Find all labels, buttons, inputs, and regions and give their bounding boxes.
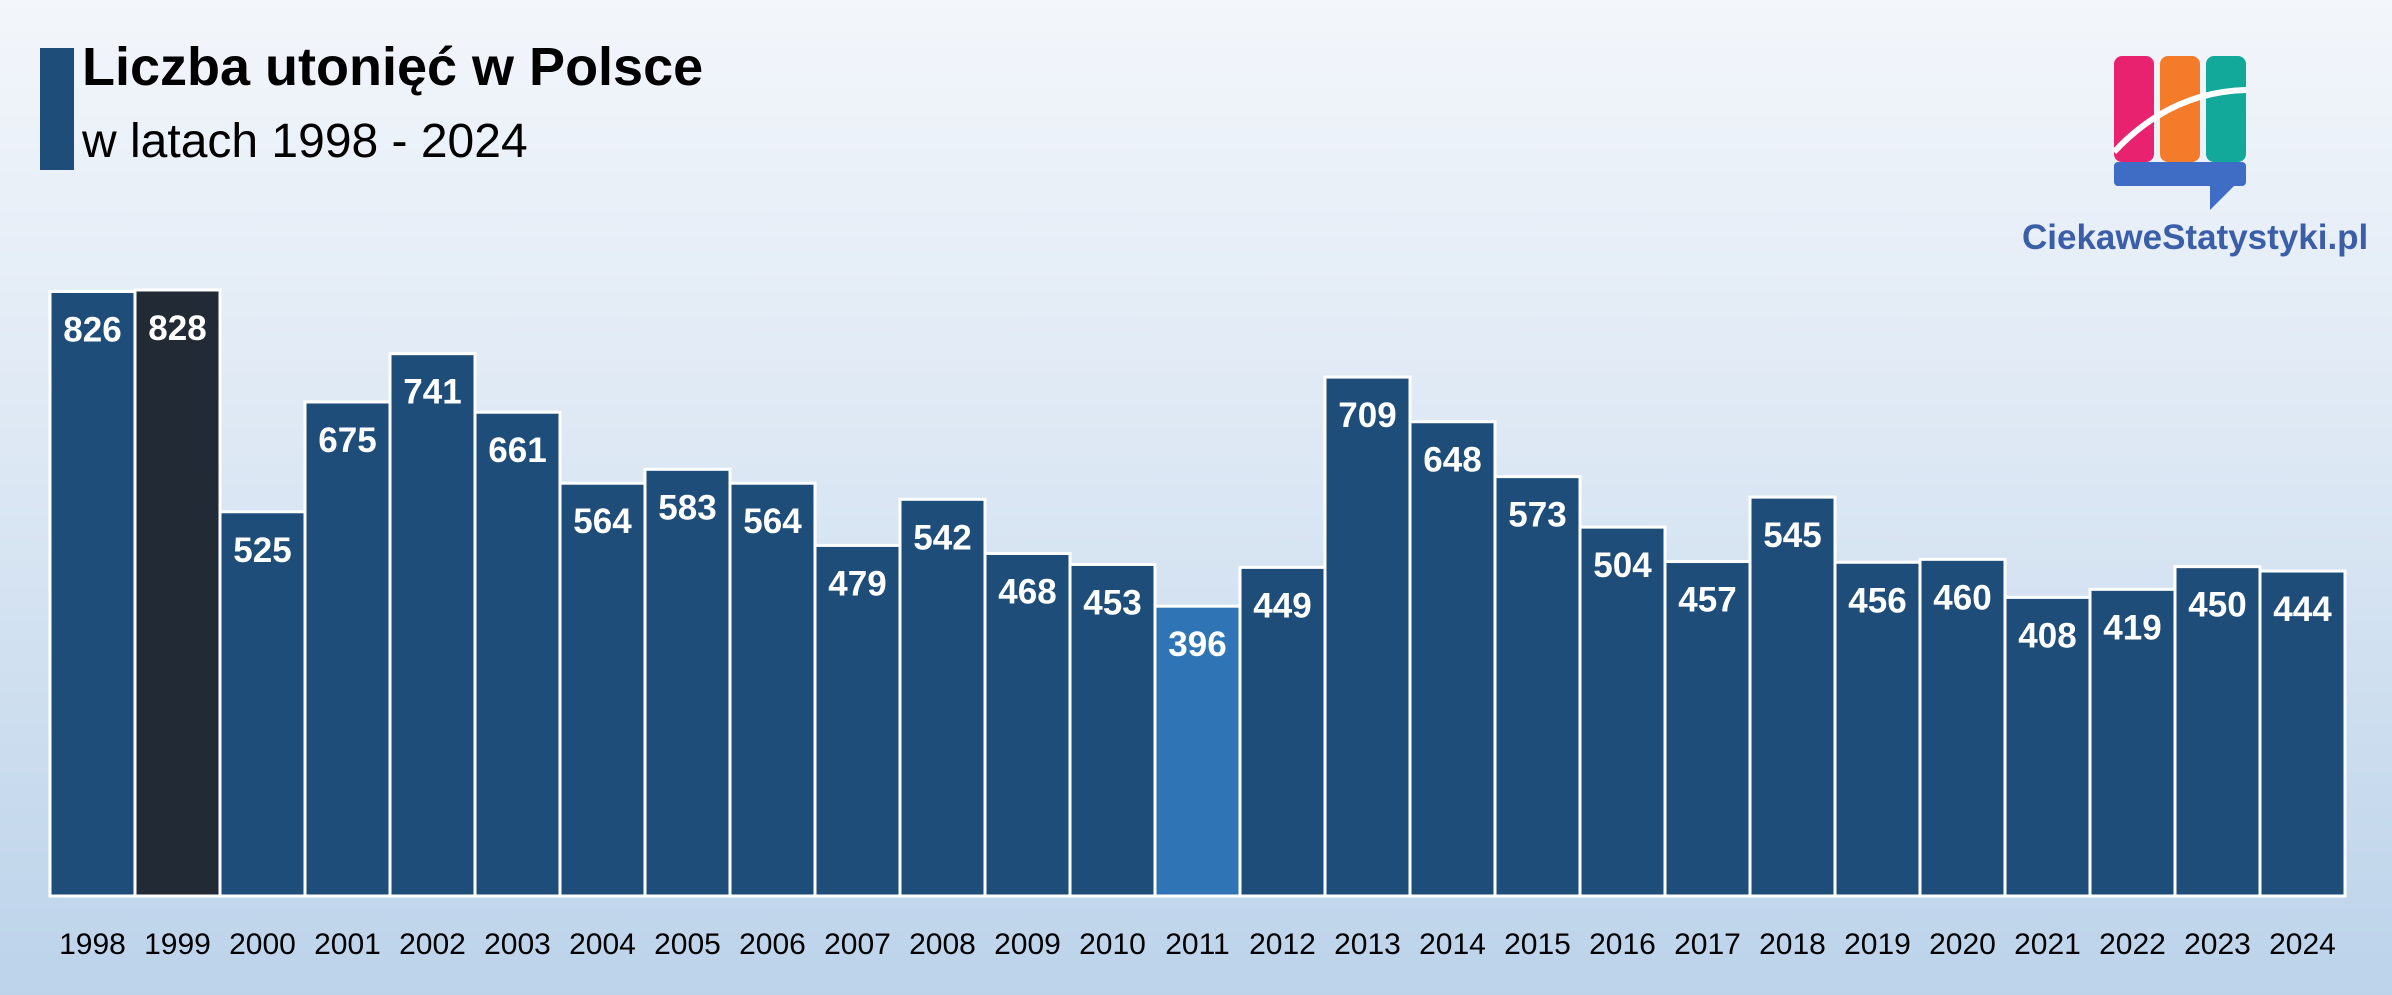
bar-2011 — [1153, 604, 1242, 898]
x-tick-2008: 2008 — [909, 928, 976, 961]
data-label-2011: 396 — [1168, 625, 1226, 664]
data-label-2003: 661 — [488, 431, 546, 470]
x-tick-2020: 2020 — [1929, 928, 1996, 961]
chart-title: Liczba utonięć w Polsce — [82, 37, 704, 97]
bar-2015 — [1493, 475, 1582, 898]
data-label-2009: 468 — [998, 572, 1056, 611]
data-label-2012: 449 — [1253, 586, 1311, 625]
data-label-2022: 419 — [2103, 608, 2161, 647]
x-tick-2009: 2009 — [994, 928, 1061, 961]
x-tick-2004: 2004 — [569, 928, 636, 961]
data-label-2023: 450 — [2188, 586, 2246, 625]
data-label-2005: 583 — [658, 488, 716, 527]
x-tick-2021: 2021 — [2014, 928, 2081, 961]
bar-1999 — [133, 288, 222, 898]
data-label-2001: 675 — [318, 421, 376, 460]
x-tick-2011: 2011 — [1165, 928, 1230, 961]
x-tick-2005: 2005 — [654, 928, 721, 961]
x-tick-2016: 2016 — [1589, 928, 1656, 961]
bar-2013 — [1323, 375, 1412, 898]
data-label-2014: 648 — [1423, 441, 1481, 480]
bar-2012 — [1238, 565, 1327, 898]
data-label-2016: 504 — [1593, 546, 1652, 585]
x-axis-ticks-group: 1998 1999 2000 2001 2002 2003 2004 2005 2006 2007… — [59, 928, 2336, 961]
bar-1998 — [48, 289, 137, 898]
data-label-2007: 479 — [828, 564, 886, 603]
logo-teal-bar — [2206, 56, 2246, 162]
data-label-2020: 460 — [1933, 578, 1991, 617]
bar-2019 — [1833, 560, 1922, 898]
bar-2022 — [2088, 587, 2177, 898]
data-label-2024: 444 — [2273, 590, 2332, 629]
data-label-2010: 453 — [1083, 583, 1141, 622]
data-label-2019: 456 — [1848, 581, 1906, 620]
x-tick-2024: 2024 — [2269, 928, 2336, 961]
x-tick-2001: 2001 — [314, 928, 381, 961]
bar-2021 — [2003, 595, 2092, 898]
logo-pointer — [2210, 186, 2234, 210]
x-tick-1999: 1999 — [144, 928, 211, 961]
chart-subtitle: w latach 1998 - 2024 — [82, 115, 528, 168]
bar-2008 — [898, 497, 987, 898]
bar-2001 — [303, 400, 392, 898]
x-tick-2023: 2023 — [2184, 928, 2251, 961]
x-tick-2019: 2019 — [1844, 928, 1911, 961]
x-tick-2022: 2022 — [2099, 928, 2166, 961]
x-tick-2012: 2012 — [1249, 928, 1316, 961]
x-tick-2018: 2018 — [1759, 928, 1826, 961]
data-label-2017: 457 — [1678, 581, 1736, 620]
bar-2010 — [1068, 562, 1157, 898]
x-tick-2007: 2007 — [824, 928, 891, 961]
x-tick-2015: 2015 — [1504, 928, 1571, 961]
logo-base — [2114, 162, 2246, 186]
brand-name: CiekaweStatystyki.pl — [2022, 218, 2369, 257]
bar-2017 — [1663, 560, 1752, 898]
data-label-2018: 545 — [1763, 516, 1821, 555]
data-labels-group: 826 828 525 675 741 661 564 583 564 479 542 468 453 3… — [63, 309, 2332, 664]
bar-2020 — [1918, 557, 2007, 898]
data-label-2006: 564 — [743, 502, 802, 541]
bar-2014 — [1408, 420, 1497, 898]
bars-group — [48, 288, 2347, 898]
bar-2023 — [2173, 565, 2262, 898]
logo-curve — [2111, 87, 2247, 155]
data-label-2000: 525 — [233, 531, 291, 570]
data-label-2004: 564 — [573, 502, 632, 541]
bar-2006 — [728, 481, 817, 898]
data-label-2013: 709 — [1338, 396, 1396, 435]
brand-logo-icon — [2111, 56, 2247, 210]
title-accent-bar — [40, 48, 74, 170]
x-tick-2003: 2003 — [484, 928, 551, 961]
x-tick-2014: 2014 — [1419, 928, 1486, 961]
data-label-2015: 573 — [1508, 496, 1566, 535]
bar-2004 — [558, 481, 647, 898]
bar-2024 — [2258, 569, 2347, 898]
x-tick-2006: 2006 — [739, 928, 806, 961]
x-tick-2013: 2013 — [1334, 928, 1401, 961]
data-label-2021: 408 — [2018, 616, 2076, 655]
data-label-1998: 826 — [63, 310, 121, 349]
bar-2005 — [643, 467, 732, 898]
data-label-2008: 542 — [913, 518, 971, 557]
data-label-1999: 828 — [148, 309, 206, 348]
bar-2002 — [388, 352, 477, 898]
bar-2009 — [983, 551, 1072, 898]
logo-orange-bar — [2160, 56, 2200, 162]
bar-2018 — [1748, 495, 1837, 898]
bar-2003 — [473, 410, 562, 898]
data-label-2002: 741 — [403, 373, 461, 412]
x-tick-1998: 1998 — [59, 928, 126, 961]
logo-pink-bar — [2114, 56, 2154, 162]
x-tick-2002: 2002 — [399, 928, 466, 961]
x-tick-2000: 2000 — [229, 928, 296, 961]
x-tick-2017: 2017 — [1674, 928, 1741, 961]
x-tick-2010: 2010 — [1079, 928, 1146, 961]
